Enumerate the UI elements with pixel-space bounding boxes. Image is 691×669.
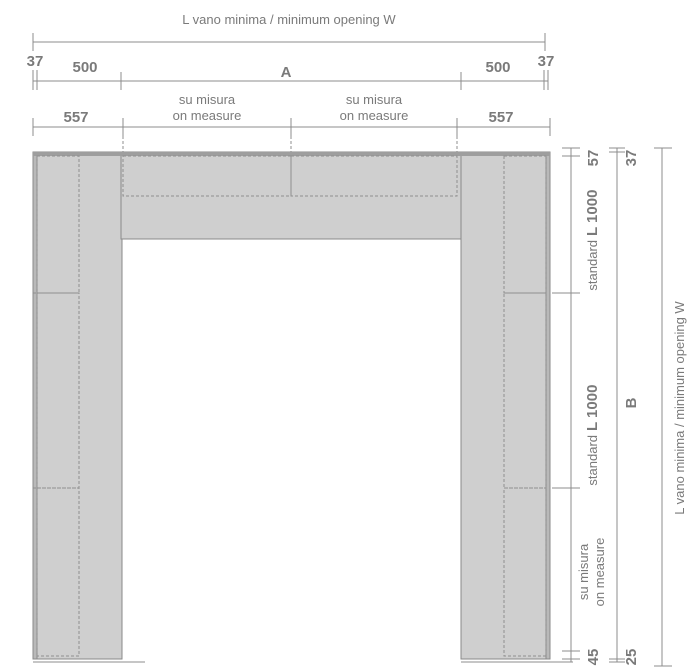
- top-beam-panel-right: [290, 155, 458, 197]
- standard-prefix-2: standard: [585, 435, 600, 486]
- dim-top-57: 57: [585, 150, 602, 167]
- dim-left-557: 557: [63, 109, 88, 126]
- measure-left-line1: su misura: [179, 92, 236, 107]
- right-panel-3: [503, 487, 547, 657]
- measure-left-line2: on measure: [173, 108, 242, 123]
- right-measure-line2: on measure: [592, 538, 607, 607]
- height-B-dimension: 37 B 25: [609, 147, 640, 666]
- dim-left-500: 500: [72, 59, 97, 76]
- dim-bottom-45: 45: [585, 649, 602, 666]
- dim-bottom-25: 25: [623, 649, 640, 666]
- measure-right-line2: on measure: [340, 108, 409, 123]
- dim-B: B: [623, 397, 640, 408]
- standard-value-2: L 1000: [584, 385, 601, 431]
- dim-left-37: 37: [27, 53, 44, 70]
- left-edge-strip: [32, 151, 38, 660]
- overall-width-dimension: L vano minima / minimum opening W: [32, 12, 546, 51]
- door-frame: [32, 151, 573, 663]
- standard-value-1: L 1000: [584, 190, 601, 236]
- dim-top-37: 37: [623, 150, 640, 167]
- right-measure-line1: su misura: [576, 543, 591, 600]
- dim-A: A: [281, 64, 292, 81]
- dim-right-500: 500: [485, 59, 510, 76]
- panel-dimension-row: 557 su misura on measure su misura on me…: [32, 92, 551, 136]
- left-column: [32, 151, 123, 660]
- right-panel-dimension: 57 standard L 1000 standard L 1000 su mi…: [552, 147, 607, 666]
- dim-right-557: 557: [488, 109, 513, 126]
- guide-lines: [122, 136, 458, 152]
- standard-prefix-1: standard: [585, 240, 600, 291]
- right-edge-strip: [545, 151, 551, 660]
- overall-width-label: L vano minima / minimum opening W: [182, 12, 396, 27]
- measure-right-line1: su misura: [346, 92, 403, 107]
- overall-height-label: L vano minima / minimum opening W: [672, 301, 687, 515]
- right-column: [460, 151, 551, 660]
- segment-dimension-row: 37 500 A 500 37: [27, 53, 555, 90]
- top-edge-strip: [33, 152, 550, 156]
- overall-height-dimension: L vano minima / minimum opening W: [654, 147, 687, 667]
- dim-right-37: 37: [538, 53, 555, 70]
